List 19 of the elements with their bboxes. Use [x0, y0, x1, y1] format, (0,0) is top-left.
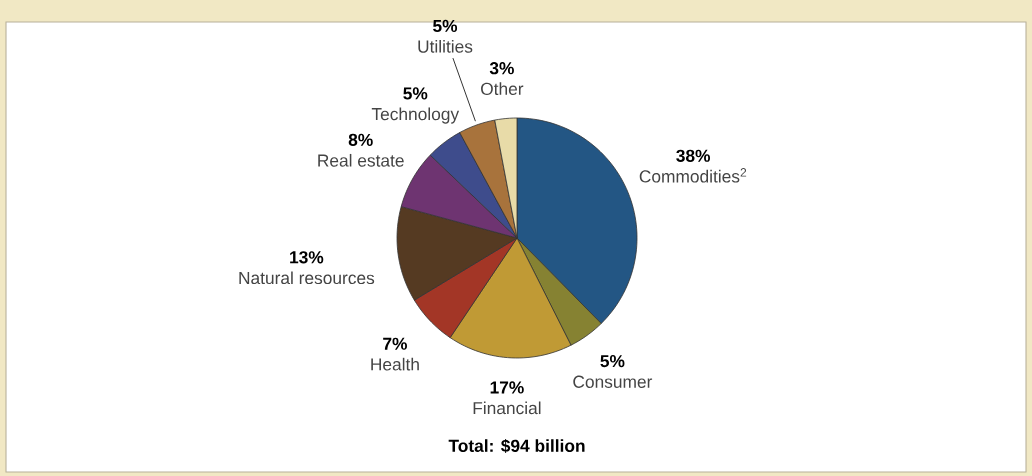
data-label: 3% [489, 62, 514, 75]
text: Total: $94 billion [448, 438, 585, 454]
slice-label: Real estate [318, 153, 404, 167]
slice-label: Financial [473, 401, 541, 415]
slice-label: Health [371, 357, 419, 371]
data-label: 17% [490, 381, 524, 394]
data-label: 5% [600, 354, 625, 368]
slice-label: Other [481, 82, 524, 96]
slice-label: Natural resources [239, 271, 375, 285]
slice-label: Consumer [573, 375, 653, 388]
data-label: 13% [290, 251, 324, 264]
data-label: 5% [433, 19, 458, 33]
slice-label: Utilities [418, 39, 473, 53]
data-label: 8% [348, 133, 373, 147]
slice-label: Technology [371, 107, 460, 124]
data-label: 5% [403, 87, 428, 100]
slice-label: Commodities$^{2}$ [639, 168, 747, 183]
data-label: 7% [383, 337, 407, 350]
data-label: 38% [676, 149, 711, 162]
